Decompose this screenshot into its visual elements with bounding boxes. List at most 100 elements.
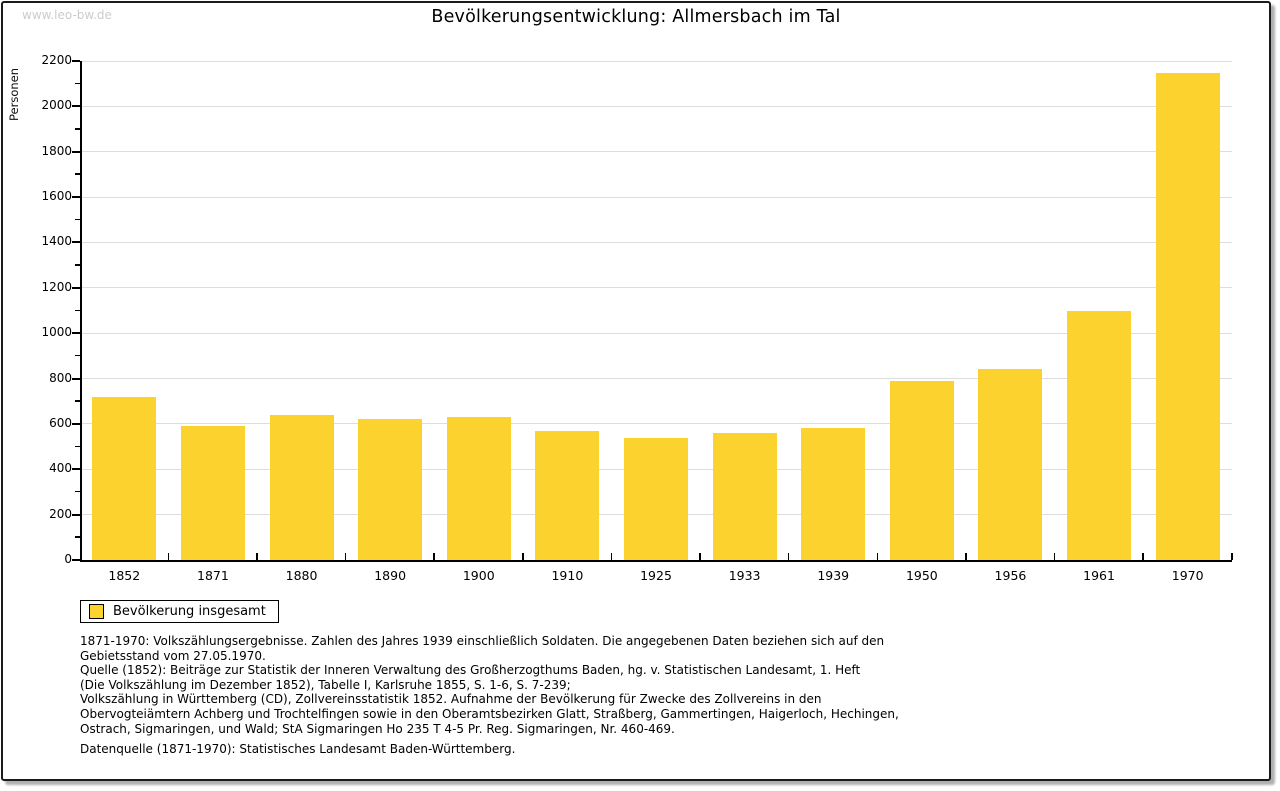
legend-swatch-icon — [89, 604, 104, 619]
footnote-line: Volkszählung in Württemberg (CD), Zollve… — [80, 692, 822, 707]
x-tick-label: 1933 — [728, 568, 761, 583]
footnotes: 1871-1970: Volkszählungsergebnisse. Zahl… — [80, 634, 899, 736]
x-tick-label: 1939 — [817, 568, 850, 583]
x-tick-label: 1852 — [108, 568, 141, 583]
y-major-tick — [72, 105, 80, 108]
footnote-line: (Die Volkszählung im Dezember 1852), Tab… — [80, 677, 571, 692]
x-boundary-tick — [876, 553, 879, 560]
y-tick-label: 1000 — [41, 325, 72, 340]
plot-area: 0 200 400 600 800 1000 1200 1400 1600 1800 2000 220… — [41, 53, 1233, 583]
bar — [358, 419, 423, 560]
y-minor-tick — [75, 400, 80, 402]
y-major-tick — [72, 332, 80, 335]
bar — [978, 369, 1043, 560]
footnote-line: Quelle (1852): Beiträge zur Statistik de… — [80, 663, 861, 678]
y-minor-tick — [75, 82, 80, 85]
bar — [446, 417, 511, 560]
bar — [180, 426, 245, 560]
y-minor-tick — [75, 490, 80, 493]
y-tick-label: 800 — [49, 370, 72, 385]
x-boundary-tick — [522, 553, 524, 560]
page-title: Bevölkerungsentwicklung: Allmersbach im … — [431, 7, 841, 27]
gridline — [80, 241, 1232, 243]
y-tick-label: 1600 — [41, 189, 72, 204]
bar — [92, 396, 157, 560]
footnote-line: Gebietsstand vom 27.05.1970. — [80, 648, 266, 663]
x-tick-label: 1970 — [1171, 568, 1204, 583]
y-major-tick — [72, 422, 80, 425]
y-minor-tick — [75, 218, 80, 221]
y-axis-line — [80, 61, 82, 560]
x-tick-label: 1890 — [374, 568, 407, 583]
y-minor-tick — [75, 173, 80, 175]
y-tick-label: 1400 — [41, 234, 72, 249]
x-axis-line — [80, 560, 1232, 562]
y-major-tick — [72, 513, 80, 516]
x-boundary-tick — [787, 553, 790, 560]
x-boundary-tick — [610, 553, 613, 560]
y-major-tick — [72, 241, 80, 244]
x-tick-label: 1925 — [640, 568, 672, 583]
bar — [801, 428, 866, 560]
x-boundary-tick — [433, 553, 435, 560]
bar — [624, 437, 688, 560]
y-major-tick — [72, 286, 80, 289]
bar — [535, 430, 600, 560]
y-tick-label: 200 — [49, 506, 72, 521]
x-boundary-tick — [1053, 553, 1056, 560]
x-boundary-tick — [965, 553, 967, 560]
footnote-line: Obervogteiämtern Achberg und Trochtelfin… — [80, 706, 899, 721]
gridline — [80, 378, 1232, 380]
gridline — [80, 423, 1232, 425]
y-tick-label: 1800 — [41, 143, 72, 158]
chart-frame: www.leo-bw.de Bevölkerungsentwicklung: A… — [1, 1, 1271, 781]
legend-label: Bevölkerung insgesamt — [113, 604, 266, 619]
y-major-tick — [72, 60, 80, 62]
footnote-line: Ostrach, Sigmaringen, und Wald; StA Sigm… — [80, 721, 675, 736]
watermark: www.leo-bw.de — [22, 8, 112, 22]
x-boundary-tick — [1142, 553, 1144, 560]
legend: Bevölkerung insgesamt — [80, 600, 279, 623]
x-tick-label: 1880 — [285, 568, 318, 583]
y-major-tick — [72, 377, 80, 380]
gridline — [80, 60, 1232, 62]
x-tick-label: 1910 — [551, 568, 584, 583]
y-tick-label: 600 — [49, 415, 72, 430]
gridline — [80, 332, 1232, 334]
gridline — [80, 105, 1232, 107]
x-boundary-tick — [344, 553, 347, 560]
y-tick-label: 0 — [64, 552, 72, 566]
y-major-tick — [72, 196, 80, 199]
y-minor-tick — [75, 128, 80, 130]
y-tick-label: 400 — [49, 461, 72, 476]
y-minor-tick — [75, 264, 80, 266]
y-major-tick — [72, 468, 80, 471]
y-minor-tick — [75, 354, 80, 357]
y-tick-label: 2000 — [41, 98, 72, 113]
x-boundary-tick — [167, 553, 170, 560]
x-tick-label: 1950 — [905, 568, 938, 583]
x-boundary-tick — [256, 553, 258, 560]
gridline — [80, 287, 1232, 289]
gridline — [80, 151, 1232, 153]
bar — [712, 432, 777, 560]
x-tick-label: 1956 — [994, 568, 1027, 583]
x-tick-label: 1961 — [1083, 568, 1115, 583]
x-boundary-tick — [699, 553, 701, 560]
x-tick-label: 1900 — [462, 568, 495, 583]
y-tick-label: 1200 — [41, 279, 72, 294]
footnote-line: 1871-1970: Volkszählungsergebnisse. Zahl… — [80, 634, 885, 648]
y-major-tick — [72, 150, 80, 153]
bar — [1067, 310, 1132, 560]
y-minor-tick — [75, 536, 80, 538]
bar — [889, 380, 954, 560]
x-boundary-tick — [1231, 553, 1233, 560]
x-tick-label: 1871 — [197, 568, 229, 583]
bar — [269, 414, 334, 560]
bar — [1155, 73, 1220, 560]
y-major-tick — [72, 559, 80, 561]
y-tick-label: 2200 — [41, 53, 72, 67]
y-minor-tick — [75, 309, 80, 311]
datasource-note: Datenquelle (1871-1970): Statistisches L… — [80, 742, 516, 756]
y-minor-tick — [75, 445, 80, 448]
